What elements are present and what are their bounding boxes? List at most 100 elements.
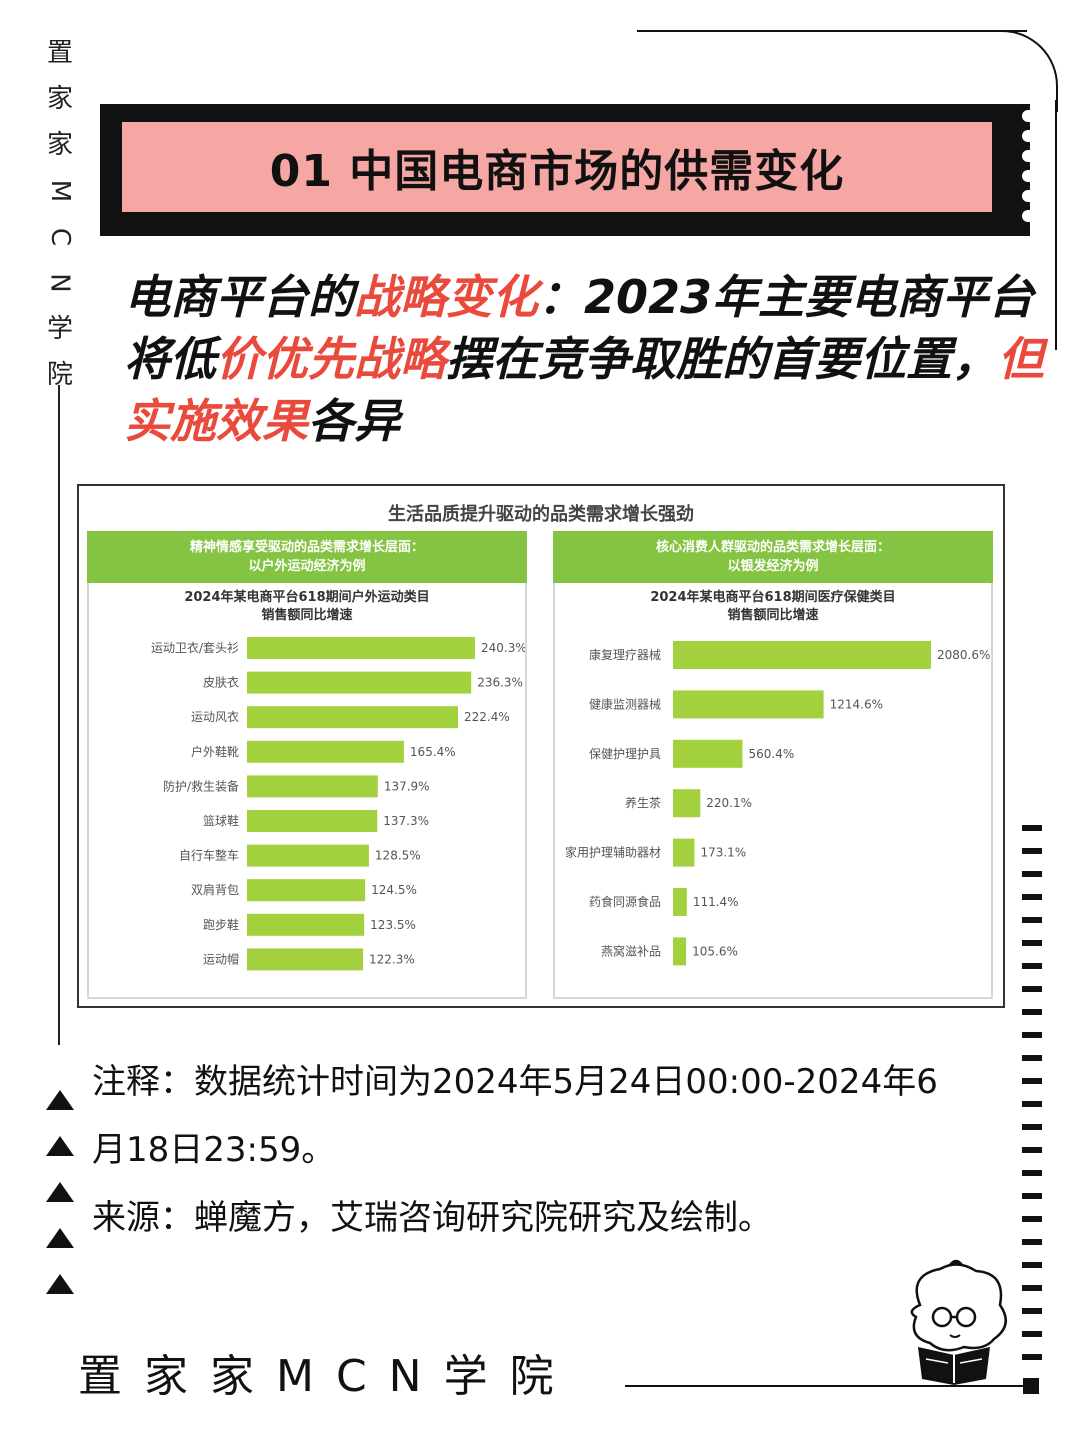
triangle-up-icon: [46, 1228, 74, 1248]
panel-subtitle: 2024年某电商平台618期间户外运动类目 销售额同比增速: [89, 589, 525, 625]
brand-char: 家: [46, 130, 73, 160]
triangle-up-icon: [46, 1274, 74, 1294]
note-line: 注释：数据统计时间为2024年5月24日00:00-2024年6: [92, 1062, 938, 1102]
panel-header: 精神情感享受驱动的品类需求增长层面： 以户外运动经济为例: [87, 531, 527, 583]
value-label: 236.3%: [477, 676, 523, 690]
panel-subtitle-line: 2024年某电商平台618期间户外运动类目: [184, 590, 430, 605]
triangle-column: [44, 1090, 76, 1320]
value-label: 137.3%: [383, 814, 429, 828]
value-label: 128.5%: [375, 849, 421, 863]
bar: [247, 775, 378, 798]
headline-text: 各异: [308, 394, 400, 448]
value-label: 124.5%: [371, 883, 417, 897]
ticket-notch: [1022, 150, 1036, 162]
category-label: 药食同源食品: [589, 894, 661, 909]
dash-mark: [1022, 1285, 1042, 1291]
panel-header-line: 核心消费人群驱动的品类需求增长层面：: [655, 540, 890, 555]
end-square: [1023, 1378, 1039, 1394]
brand-char: C: [45, 227, 75, 247]
category-label: 健康监测器械: [589, 696, 661, 711]
value-label: 137.9%: [384, 779, 430, 793]
bar: [247, 671, 472, 694]
headline-highlight: 价优先战略: [216, 332, 446, 386]
brand-char: N: [44, 273, 75, 293]
bar: [247, 913, 365, 936]
dash-mark: [1022, 1216, 1042, 1222]
panel-header: 核心消费人群驱动的品类需求增长层面： 以银发经济为例: [553, 531, 993, 583]
dash-mark: [1022, 848, 1042, 854]
dash-mark: [1022, 1262, 1042, 1268]
triangle-up-icon: [46, 1090, 74, 1110]
corner-curve: [1000, 30, 1058, 112]
brand-char: 学: [46, 314, 73, 344]
panel-header-line: 以银发经济为例: [727, 559, 819, 574]
chart-title: 生活品质提升驱动的品类需求增长强劲: [388, 504, 694, 525]
panel-header-line: 精神情感享受驱动的品类需求增长层面：: [189, 540, 424, 555]
dash-mark: [1022, 871, 1042, 877]
category-label: 养生茶: [625, 795, 661, 810]
dash-mark: [1022, 1193, 1042, 1199]
dash-mark: [1022, 1170, 1042, 1176]
dash-mark: [1022, 825, 1042, 831]
panel-subtitle-line: 销售额同比增速: [727, 608, 819, 623]
brand-char: 置: [46, 38, 73, 68]
value-label: 123.5%: [370, 918, 416, 932]
chart-panel-health: 核心消费人群驱动的品类需求增长层面： 以银发经济为例 2024年某电商平台618…: [553, 531, 993, 999]
dash-mark: [1022, 963, 1042, 969]
value-label: 173.1%: [700, 846, 746, 860]
category-label: 运动帽: [203, 951, 239, 966]
bar-chart-outdoor: 运动卫衣/套头衫 240.3% 皮肤衣 236.3% 运动风衣 222.4% 户外鞋靴 165…: [151, 637, 525, 971]
value-label: 165.4%: [410, 745, 456, 759]
brand-char: M: [45, 179, 75, 203]
page-title: 01 中国电商市场的供需变化: [269, 146, 845, 197]
bar: [247, 740, 404, 763]
triangle-up-icon: [46, 1182, 74, 1202]
ticket-notch: [1022, 130, 1036, 142]
dash-mark: [1022, 1009, 1042, 1015]
category-label: 篮球鞋: [203, 813, 239, 828]
value-label: 222.4%: [464, 710, 510, 724]
bar: [247, 879, 366, 902]
dash-mark: [1022, 1032, 1042, 1038]
chart-panel-outdoor: 精神情感享受驱动的品类需求增长层面： 以户外运动经济为例 2024年某电商平台6…: [87, 531, 527, 999]
right-dash-column: [1022, 825, 1042, 1377]
triangle-up-icon: [46, 1136, 74, 1156]
value-label: 220.1%: [706, 796, 752, 810]
headline-text: 摆在竞争取胜的首要位置，: [446, 332, 998, 386]
dash-mark: [1022, 1101, 1042, 1107]
bar: [673, 937, 687, 966]
panel-subtitle-line: 2024年某电商平台618期间医疗保健类目: [650, 590, 896, 605]
value-label: 240.3%: [481, 641, 525, 655]
value-label: 111.4%: [693, 895, 739, 909]
ticket-notch: [1022, 190, 1036, 202]
dash-mark: [1022, 1124, 1042, 1130]
category-label: 康复理疗器械: [589, 647, 661, 662]
category-label: 家用护理辅助器材: [565, 845, 661, 860]
dash-mark: [1022, 894, 1042, 900]
panel-subtitle: 2024年某电商平台618期间医疗保健类目 销售额同比增速: [555, 589, 991, 625]
dash-mark: [1022, 1147, 1042, 1153]
category-label: 自行车整车: [179, 848, 239, 863]
note-line: 月18日23:59。: [92, 1130, 336, 1170]
dash-mark: [1022, 1055, 1042, 1061]
headline-highlight: 但实施效果: [124, 332, 1044, 448]
value-label: 560.4%: [748, 747, 794, 761]
category-label: 运动卫衣/套头衫: [151, 640, 239, 655]
bar: [673, 888, 687, 916]
dash-mark: [1022, 1331, 1042, 1337]
panel-body: 2024年某电商平台618期间医疗保健类目 销售额同比增速 康复理疗器械 2080…: [553, 583, 993, 999]
bottom-brand: 置家家MCN学院: [78, 1351, 576, 1402]
bar: [247, 810, 378, 832]
category-label: 跑步鞋: [203, 917, 239, 932]
ticket-notch: [1022, 170, 1036, 182]
category-label: 户外鞋靴: [191, 744, 239, 759]
top-rule: [637, 30, 1027, 32]
brand-char: 家: [46, 84, 73, 114]
value-label: 105.6%: [692, 944, 738, 958]
dash-mark: [1022, 940, 1042, 946]
dash-mark: [1022, 1239, 1042, 1245]
category-label: 双肩背包: [191, 882, 239, 897]
bar: [673, 838, 695, 867]
ticket-notch: [1022, 110, 1036, 122]
panel-header-line: 以户外运动经济为例: [248, 559, 366, 574]
